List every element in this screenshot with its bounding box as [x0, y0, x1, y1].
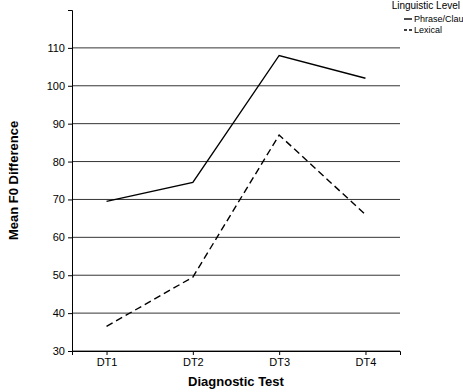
y-tick: 50	[53, 269, 72, 281]
y-tick-mark	[68, 275, 72, 276]
y-tick: 60	[53, 231, 72, 243]
grid	[72, 48, 400, 351]
x-axis: DT1 DT2 DT3 DT4	[73, 351, 401, 368]
y-tick: 40	[53, 307, 72, 319]
x-axis-line	[73, 352, 401, 356]
x-tick-label: DT2	[183, 356, 204, 368]
y-tick-label: 110	[47, 42, 65, 54]
grid-line	[72, 47, 400, 48]
y-axis-line	[68, 11, 73, 352]
x-tick-mark	[193, 351, 194, 355]
y-tick-label: 60	[53, 231, 65, 243]
grid-line	[72, 85, 400, 86]
legend-swatch	[404, 18, 412, 19]
x-tick-label: DT3	[269, 356, 290, 368]
y-tick-mark	[68, 86, 72, 87]
y-tick-mark	[68, 237, 72, 238]
plot-area: 30 40 50 60 70 80 90 100 110 DT1 DT2 DT3 DT4	[47, 11, 401, 368]
x-tick-mark	[365, 351, 366, 355]
y-tick: 90	[53, 118, 72, 130]
legend-title: Linguistic Level	[392, 0, 460, 11]
grid-line	[72, 123, 400, 124]
x-tick-label: DT1	[97, 356, 118, 368]
x-tick: DT3	[269, 351, 290, 368]
chart: 30 40 50 60 70 80 90 100 110 DT1 DT2 DT3 DT4 Diagnost…	[0, 0, 463, 392]
lines	[107, 55, 366, 326]
y-tick-label: 90	[53, 118, 65, 130]
grid-line	[72, 199, 400, 200]
y-tick: 80	[53, 156, 72, 168]
legend: Linguistic Level Phrase/ClauseLexical	[392, 0, 463, 35]
y-tick-mark	[68, 351, 72, 352]
legend-label: Lexical	[414, 25, 442, 35]
y-tick-label: 70	[53, 193, 65, 205]
y-tick-label: 30	[53, 345, 65, 357]
grid-line	[72, 313, 400, 314]
y-tick-label: 80	[53, 156, 65, 168]
series-line	[107, 135, 366, 326]
legend-label: Phrase/Clause	[414, 14, 463, 24]
grid-line	[72, 275, 400, 276]
x-tick: DT2	[183, 351, 204, 368]
y-tick-label: 50	[53, 269, 65, 281]
x-axis-title: Diagnostic Test	[188, 374, 285, 389]
y-axis: 30 40 50 60 70 80 90 100 110	[47, 11, 73, 358]
x-tick-mark	[279, 351, 280, 355]
y-tick-mark	[68, 199, 72, 200]
x-tick-label: DT4	[356, 356, 377, 368]
y-tick-mark	[68, 162, 72, 163]
y-tick-label: 40	[53, 307, 65, 319]
y-tick-mark	[68, 313, 72, 314]
x-tick: DT1	[97, 351, 118, 368]
grid-line	[72, 161, 400, 162]
y-tick: 30	[53, 345, 72, 357]
y-tick: 70	[53, 193, 72, 205]
y-tick: 110	[47, 42, 72, 54]
x-tick: DT4	[356, 351, 377, 368]
x-tick-mark	[107, 351, 108, 355]
grid-line	[72, 237, 400, 238]
y-tick-mark	[68, 48, 72, 49]
legend-swatch	[404, 29, 412, 30]
y-tick-mark	[68, 124, 72, 125]
y-tick: 100	[47, 80, 72, 92]
y-axis-title: Mean F0 Difference	[6, 121, 21, 240]
y-tick-label: 100	[47, 80, 65, 92]
